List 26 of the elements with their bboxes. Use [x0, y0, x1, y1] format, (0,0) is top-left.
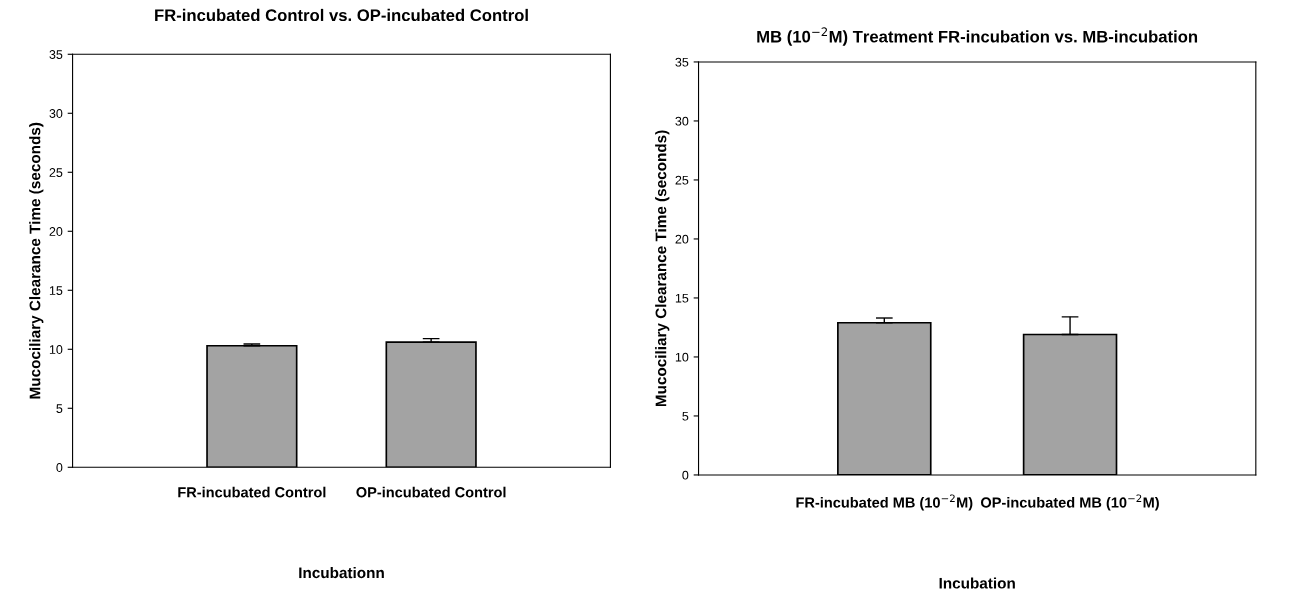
- x-tick-label: FR-incubated Control: [178, 486, 326, 498]
- x-tick-label: OP-incubated MB (10$^{−2}$M): [980, 494, 1159, 511]
- y-tick-label: 25: [49, 168, 63, 177]
- y-axis-title: Mucociliary Clearance Time (seconds): [29, 122, 44, 399]
- y-tick-label: 0: [56, 463, 63, 472]
- y-tick-label: 35: [49, 50, 63, 59]
- y-axis-title: Mucociliary Clearance Time (seconds): [655, 130, 670, 407]
- y-tick-label: 0: [682, 470, 689, 480]
- chart-title: MB (10$^{−2}$M) Treatment FR-incubation vs. MB-incubation: [757, 27, 1198, 46]
- y-tick-label: 10: [675, 352, 689, 362]
- y-tick-label: 5: [682, 411, 689, 421]
- y-tick-label: 10: [49, 345, 63, 354]
- x-axis-title: Incubation: [939, 577, 1015, 589]
- x-tick-label: FR-incubated MB (10$^{−2}$M): [796, 494, 973, 511]
- y-tick-label: 20: [49, 227, 63, 236]
- y-tick-label: 20: [675, 234, 689, 244]
- y-tick-label: 35: [675, 57, 689, 67]
- y-tick-label: 25: [675, 175, 689, 185]
- y-tick-label: 15: [675, 293, 689, 303]
- y-tick-label: 30: [49, 109, 63, 118]
- y-tick-label: 5: [56, 404, 63, 413]
- y-tick-label: 30: [675, 116, 689, 126]
- y-tick-label: 15: [49, 286, 63, 295]
- chart-title: FR-incubated Control vs. OP-incubated Control: [155, 8, 528, 22]
- x-tick-label: OP-incubated Control: [356, 486, 506, 498]
- x-axis-title: Incubationn: [299, 566, 384, 579]
